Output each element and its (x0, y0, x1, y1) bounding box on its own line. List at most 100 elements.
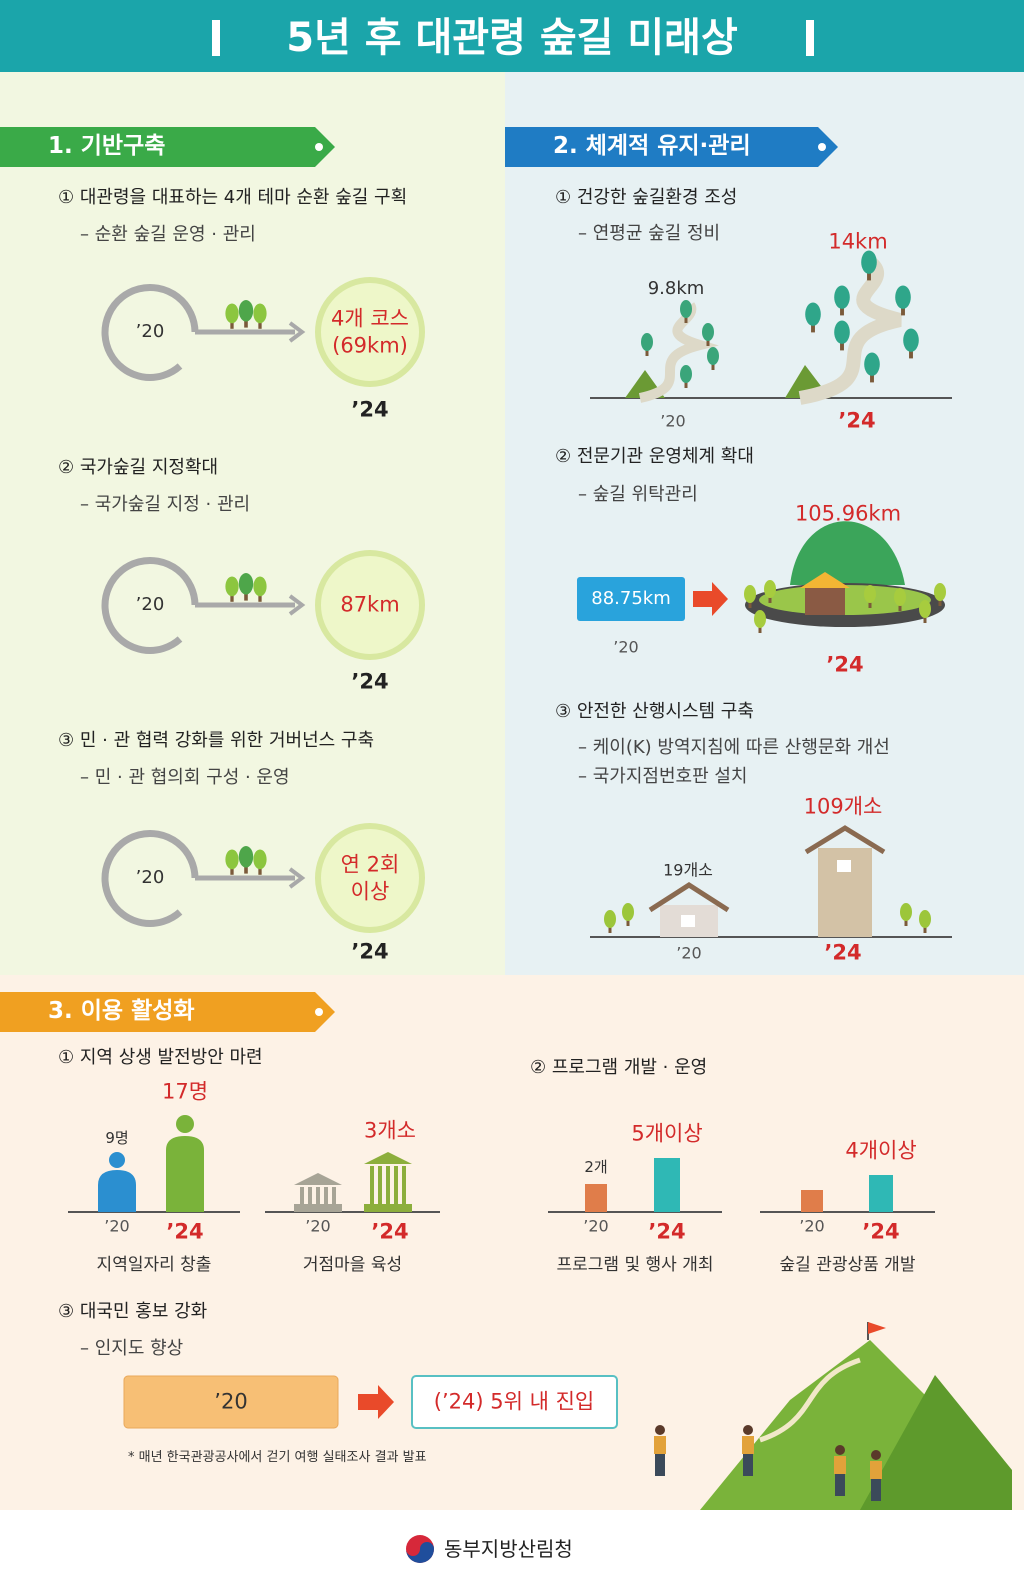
year-before: ’20 (305, 1216, 331, 1236)
tree-trunk (244, 591, 248, 601)
tree-crown (604, 910, 616, 928)
building-roof (294, 1173, 342, 1185)
tree-trunk (608, 925, 612, 933)
hiker-body (870, 1461, 882, 1479)
item-heading: ② 국가숲길 지정확대 (58, 457, 219, 479)
target-value: 4개 코스 (331, 305, 409, 330)
progress-arc (101, 830, 199, 927)
house-roof (648, 882, 730, 913)
year-before: ’20 (104, 1216, 130, 1236)
tree-crown (225, 849, 239, 870)
year-before: ’20 (583, 1216, 609, 1236)
item-sub: – 인지도 향상 (80, 1338, 184, 1360)
chart-caption: 숲길 관광상품 개발 (779, 1254, 916, 1275)
tree-crown (934, 583, 946, 601)
red-arrow (693, 582, 728, 616)
year-before: ’20 (660, 411, 686, 431)
tree-trunk (645, 348, 649, 356)
before-value: 19개소 (663, 860, 713, 880)
item-sub: – 국가숲길 지정 · 관리 (80, 494, 251, 516)
year-before: ’20 (613, 637, 639, 657)
tree-trunk (258, 320, 262, 329)
from-box (123, 1375, 339, 1429)
after-value: 105.96km (794, 501, 902, 526)
house-window (681, 915, 695, 927)
section2-bg (505, 72, 1024, 975)
mountain (860, 1375, 1012, 1510)
target-value: (’24) 5위 내 진입 (433, 1389, 595, 1414)
section1-bg (0, 72, 505, 975)
tree-crown (253, 303, 267, 324)
tree-trunk (923, 925, 927, 933)
tree-trunk (901, 305, 905, 316)
red-arrow (358, 1385, 394, 1419)
target-box (411, 1375, 618, 1429)
arrow-head (288, 867, 306, 889)
tree-trunk (870, 372, 874, 383)
tree-crown (834, 320, 850, 344)
before-value: 88.75km (591, 588, 671, 610)
tree-trunk (840, 340, 844, 351)
tree-trunk (923, 615, 927, 623)
tree-crown (861, 250, 877, 274)
target-circle (315, 550, 425, 660)
trail (759, 1357, 861, 1443)
tree-crown (919, 600, 931, 618)
building-column (386, 1166, 390, 1204)
footer-org: 동부지방산림청 (444, 1537, 573, 1561)
item-sub: – 민 · 관 협의회 구성 · 운영 (80, 767, 290, 789)
building-column (332, 1187, 336, 1204)
before-box (577, 577, 685, 621)
section-title: 1. 기반구축 (48, 133, 166, 160)
person-body (98, 1170, 136, 1212)
person-body (166, 1136, 204, 1212)
tree-trunk (867, 270, 871, 281)
building-column (370, 1166, 374, 1204)
bar-after (654, 1158, 680, 1212)
year-after: ’24 (166, 1219, 204, 1244)
building-column (324, 1187, 328, 1204)
tree-trunk (868, 600, 872, 608)
building-base (294, 1204, 342, 1212)
hiker-legs (655, 1454, 665, 1476)
from-label: ’20 (214, 1389, 248, 1414)
flag (868, 1322, 886, 1334)
house (805, 585, 845, 615)
tree-crown (900, 903, 912, 921)
header-bar (806, 20, 814, 56)
tree-crown (622, 903, 634, 921)
item-heading: ① 건강한 숲길환경 조성 (555, 187, 738, 209)
header-bg (0, 0, 1024, 72)
building-column (300, 1187, 304, 1204)
target-circle (315, 823, 425, 933)
from-label: ’20 (135, 594, 165, 616)
tree-trunk (811, 322, 815, 333)
tree-crown (894, 588, 906, 606)
tree-crown (903, 328, 919, 352)
tree-trunk (258, 593, 262, 602)
before-value: 2개 (584, 1158, 608, 1176)
hiker-body (834, 1456, 846, 1474)
hiker-legs (743, 1454, 753, 1476)
tree-crown (864, 352, 880, 376)
building-base (364, 1204, 412, 1212)
target-value: 연 2회 (340, 851, 400, 876)
target-circle (315, 277, 425, 387)
tree-trunk (230, 593, 234, 602)
chart-caption: 거점마을 육성 (302, 1254, 403, 1275)
person-head (176, 1115, 194, 1133)
tree-trunk (938, 598, 942, 606)
tree-trunk (626, 918, 630, 926)
header-bar (212, 20, 220, 56)
from-label: ’20 (135, 867, 165, 889)
house-window (837, 860, 851, 872)
arrow-head (288, 321, 306, 343)
tree-crown (805, 302, 821, 326)
chart-caption: 지역일자리 창출 (96, 1254, 212, 1275)
hiker-head (871, 1450, 881, 1460)
year-before: ’20 (676, 943, 702, 963)
hiker-body (654, 1436, 666, 1454)
tree-crown (238, 846, 254, 868)
before-value: 9.8km (647, 278, 705, 300)
